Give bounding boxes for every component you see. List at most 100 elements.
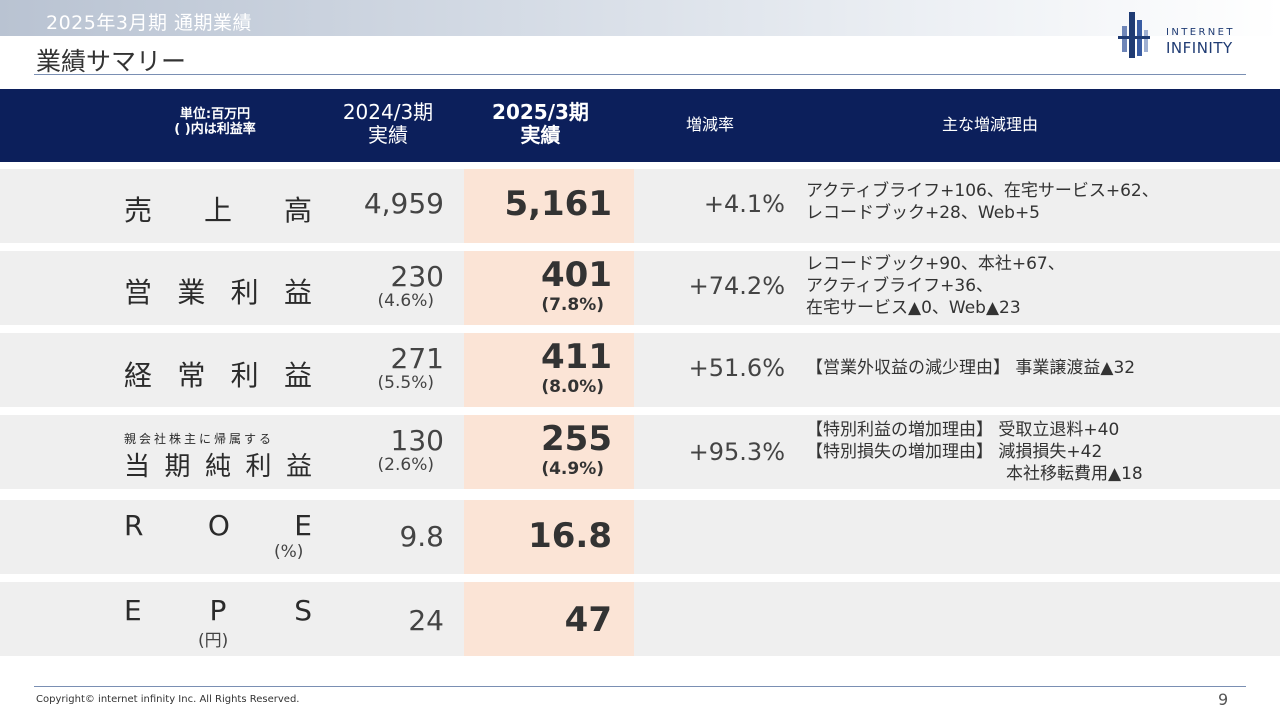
label-char: 期	[164, 452, 191, 482]
row-label-roe: R O E	[124, 509, 312, 542]
prev-value: 4,959	[363, 187, 444, 220]
label-char: 経	[124, 359, 153, 392]
page-number: 9	[1218, 690, 1229, 709]
unit-note-line-1: 単位:百万円	[179, 107, 251, 122]
label-char: 純	[204, 452, 231, 482]
reason-line: 【営業外収益の減少理由】 事業譲渡益▲32	[806, 358, 1136, 378]
reason-line: 【特別利益の増加理由】 受取立退料+40	[806, 420, 1120, 440]
reason-line: 在宅サービス▲0、Web▲23	[806, 298, 1021, 318]
prev-value: 9.8	[399, 520, 444, 553]
change-reason: 【営業外収益の減少理由】 事業譲渡益▲32	[806, 357, 1135, 379]
curr-value: 5,161	[504, 184, 612, 224]
curr-period-label: 2025/3期	[492, 100, 589, 124]
logo-wordmark: INTERNET INFINITY	[1166, 28, 1235, 56]
reason-line: レコードブック+90、本社+67、	[806, 254, 1065, 274]
page-title: 業績サマリー	[36, 47, 187, 76]
current-value-highlight	[464, 415, 634, 489]
curr-margin: (8.0%)	[541, 377, 604, 397]
label-char: 業	[177, 276, 206, 309]
prev-period-label: 2024/3期	[342, 100, 434, 124]
header-curr-period: 2025/3期 実績	[468, 101, 613, 147]
row-label-eps: E P S	[124, 594, 312, 627]
header-band	[0, 0, 1280, 36]
unit-note-line-2: ( )内は利益率	[174, 121, 256, 137]
prev-value: 230	[390, 260, 444, 293]
building-bars-logo-icon	[1118, 12, 1150, 58]
label-char: 益	[285, 452, 312, 482]
row-label-sales: 売 上 高	[124, 189, 312, 229]
copyright-notice: Copyright© internet infinity Inc. All Ri…	[36, 694, 300, 705]
curr-margin: (4.9%)	[541, 459, 604, 479]
label-char: 益	[283, 276, 312, 309]
prev-margin: (4.6%)	[377, 291, 434, 311]
change-rate: +4.1%	[703, 190, 785, 218]
change-rate: +74.2%	[688, 272, 785, 300]
table-row-eps: E P S (円) 24 47	[0, 582, 1280, 656]
table-row-ordinary-profit: 経 常 利 益 271 (5.5%) 411 (8.0%) +51.6% 【営業…	[0, 333, 1280, 407]
row-label-ordinary-profit: 経 常 利 益	[124, 354, 312, 394]
table-header: 単位:百万円 ( )内は利益率 2024/3期 実績 2025/3期 実績 増減…	[0, 89, 1280, 162]
table-row-net-income: 親会社株主に帰属する 当 期 純 利 益 130 (2.6%) 255 (4.9…	[0, 415, 1280, 489]
row-label-net-income-prefix: 親会社株主に帰属する	[124, 432, 275, 446]
label-char: 営	[124, 276, 153, 309]
prev-value: 271	[390, 342, 444, 375]
label-char: E	[124, 594, 142, 627]
label-char: 当	[124, 452, 151, 482]
label-char: O	[207, 509, 230, 542]
label-char: E	[294, 509, 312, 542]
prev-value: 130	[390, 424, 444, 457]
label-char: 高	[283, 194, 312, 227]
company-logo: INTERNET INFINITY	[1118, 10, 1248, 62]
current-value-highlight	[464, 582, 634, 656]
curr-value: 401	[541, 255, 612, 295]
reason-line: 本社移転費用▲18	[1006, 464, 1143, 484]
table-row-roe: R O E (%) 9.8 16.8	[0, 500, 1280, 574]
reason-line: アクティブライフ+36、	[806, 276, 994, 296]
label-char: 利	[230, 359, 259, 392]
curr-result-label: 実績	[520, 123, 561, 147]
curr-value: 16.8	[528, 516, 612, 556]
table-row-sales: 売 上 高 4,959 5,161 +4.1% アクティブライフ+106、在宅サ…	[0, 169, 1280, 243]
logo-line-1: INTERNET	[1166, 27, 1235, 38]
header-prev-period: 2024/3期 実績	[318, 101, 458, 147]
label-char: P	[209, 594, 227, 627]
current-value-highlight	[464, 500, 634, 574]
curr-value: 47	[564, 600, 612, 640]
label-char: 益	[283, 359, 312, 392]
header-rate: 増減率	[685, 115, 734, 134]
current-value-highlight	[464, 333, 634, 407]
label-char: 利	[230, 276, 259, 309]
current-value-highlight	[464, 169, 634, 243]
roe-unit: (%)	[274, 542, 304, 562]
change-rate: +51.6%	[688, 354, 785, 382]
label-char: 売	[124, 194, 153, 227]
prev-value: 24	[408, 604, 444, 637]
curr-margin: (7.8%)	[541, 295, 604, 315]
label-char: R	[124, 509, 144, 542]
logo-line-2: INFINITY	[1166, 39, 1233, 57]
eps-unit: (円)	[198, 631, 229, 651]
row-label-operating-profit: 営 業 利 益	[124, 271, 312, 311]
prev-result-label: 実績	[368, 123, 408, 147]
change-rate: +95.3%	[688, 438, 785, 466]
current-value-highlight	[464, 251, 634, 325]
reason-line: アクティブライフ+106、在宅サービス+62、	[806, 181, 1159, 201]
reason-line: 【特別損失の増加理由】 減損損失+42	[806, 442, 1103, 462]
label-char: 利	[245, 452, 272, 482]
table-row-operating-profit: 営 業 利 益 230 (4.6%) 401 (7.8%) +74.2% レコー…	[0, 251, 1280, 325]
title-divider	[34, 74, 1246, 75]
label-char: S	[294, 594, 312, 627]
reason-line: レコードブック+28、Web+5	[806, 203, 1040, 223]
change-reason: レコードブック+90、本社+67、 アクティブライフ+36、 在宅サービス▲0、…	[806, 253, 1065, 319]
curr-value: 411	[541, 337, 612, 377]
label-char: 常	[177, 359, 206, 392]
label-char: 上	[203, 194, 232, 227]
prev-margin: (5.5%)	[377, 373, 434, 393]
prev-margin: (2.6%)	[377, 455, 434, 475]
unit-note: 単位:百万円 ( )内は利益率	[130, 107, 300, 138]
header-reason: 主な増減理由	[941, 115, 1038, 134]
change-reason: 【特別利益の増加理由】 受取立退料+40 【特別損失の増加理由】 減損損失+42…	[806, 419, 1143, 485]
row-label-net-income: 当 期 純 利 益	[124, 446, 312, 483]
footer-divider	[34, 686, 1246, 687]
curr-value: 255	[541, 419, 612, 459]
